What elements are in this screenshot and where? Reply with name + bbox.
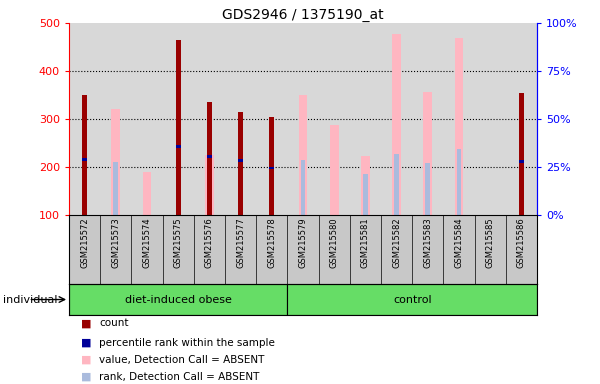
Bar <box>330 125 338 215</box>
Text: ■: ■ <box>81 355 91 365</box>
Bar <box>424 92 432 215</box>
Bar <box>519 93 524 215</box>
Text: GSM215585: GSM215585 <box>485 217 494 268</box>
Bar <box>205 155 214 215</box>
Bar <box>238 159 243 162</box>
Text: rank, Detection Call = ABSENT: rank, Detection Call = ABSENT <box>99 372 259 382</box>
Bar <box>207 102 212 215</box>
Bar <box>143 172 151 215</box>
Bar <box>361 157 370 215</box>
Text: diet-induced obese: diet-induced obese <box>125 295 232 305</box>
Text: GSM215584: GSM215584 <box>455 217 464 268</box>
Text: GSM215582: GSM215582 <box>392 217 401 268</box>
Bar <box>455 38 463 215</box>
Bar <box>287 284 537 315</box>
Bar <box>269 167 274 169</box>
Bar <box>301 160 305 215</box>
Bar <box>392 34 401 215</box>
Text: GSM215581: GSM215581 <box>361 217 370 268</box>
Bar <box>82 159 87 161</box>
Bar <box>299 95 307 215</box>
Text: ■: ■ <box>81 338 91 348</box>
Text: GSM215583: GSM215583 <box>424 217 432 268</box>
Bar <box>363 174 368 215</box>
Text: control: control <box>393 295 431 305</box>
Text: GSM215575: GSM215575 <box>174 217 182 268</box>
Bar <box>176 40 181 215</box>
Bar <box>425 163 430 215</box>
Text: GSM215580: GSM215580 <box>330 217 338 268</box>
Text: GSM215586: GSM215586 <box>517 217 526 268</box>
Text: count: count <box>99 318 128 328</box>
Bar <box>112 109 120 215</box>
Text: GSM215572: GSM215572 <box>80 217 89 268</box>
Bar <box>69 284 287 315</box>
Text: GSM215579: GSM215579 <box>299 217 308 268</box>
Bar <box>238 112 243 215</box>
Bar <box>113 162 118 215</box>
Text: GSM215578: GSM215578 <box>267 217 276 268</box>
Text: ■: ■ <box>81 372 91 382</box>
Text: GSM215577: GSM215577 <box>236 217 245 268</box>
Text: GSM215574: GSM215574 <box>143 217 151 268</box>
Text: GSM215573: GSM215573 <box>112 217 120 268</box>
Bar <box>269 117 274 215</box>
Bar <box>457 149 461 215</box>
Bar <box>207 155 212 158</box>
Bar <box>394 154 399 215</box>
Text: ■: ■ <box>81 318 91 328</box>
Text: percentile rank within the sample: percentile rank within the sample <box>99 338 275 348</box>
Text: GSM215576: GSM215576 <box>205 217 214 268</box>
Text: individual: individual <box>3 295 58 305</box>
Text: value, Detection Call = ABSENT: value, Detection Call = ABSENT <box>99 355 265 365</box>
Bar <box>176 146 181 148</box>
Bar <box>519 160 524 163</box>
Title: GDS2946 / 1375190_at: GDS2946 / 1375190_at <box>222 8 384 22</box>
Bar <box>82 95 87 215</box>
